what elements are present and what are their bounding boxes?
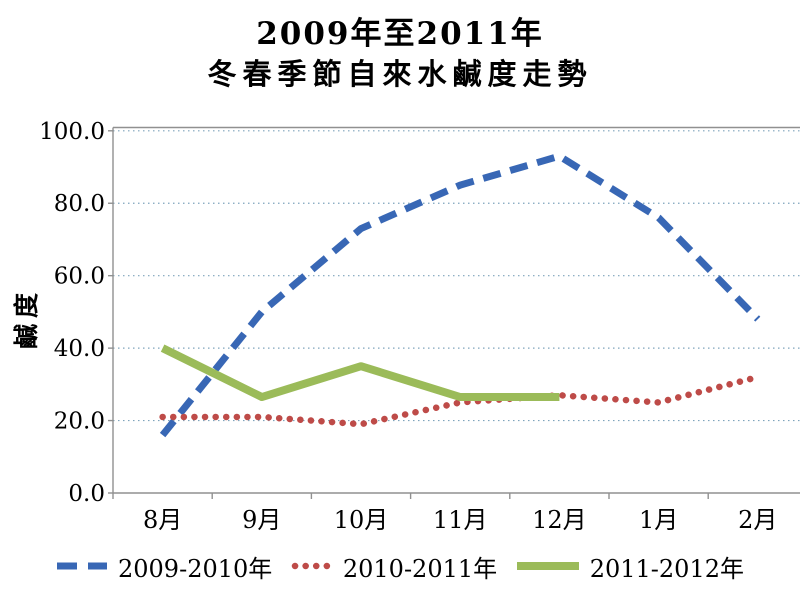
legend-item-2009-2010: 2009-2010年 [56, 549, 272, 584]
x-tick-label: 2月 [738, 506, 777, 534]
chart-title-line1: 2009年至2011年 [256, 16, 544, 52]
x-tick-label: 11月 [433, 506, 488, 534]
y-tick-label: 0.0 [68, 481, 105, 507]
series-line-2009-2010 [159, 152, 761, 438]
y-tick-label: 60.0 [54, 264, 105, 290]
legend-marker-dashed-line-icon [57, 562, 107, 570]
x-tick-label: 10月 [334, 506, 389, 534]
chart-title-line2: 冬春季節自來水鹹度走勢 [207, 57, 593, 91]
legend-marker-solid-line-icon [516, 562, 579, 570]
chart-legend: 2009-2010年 2010-2011年 2011-2012年 [0, 546, 800, 586]
legend-label-2009-2010: 2009-2010年 [118, 554, 273, 583]
y-tick-label: 80.0 [54, 191, 105, 217]
x-tick-label: 9月 [242, 506, 281, 534]
series-line-2011-2012 [160, 344, 560, 402]
chart-title: 2009年至2011年 冬春季節自來水鹹度走勢 [0, 14, 800, 94]
x-tick-label: 8月 [143, 506, 182, 534]
series-line-2010-2011 [159, 373, 762, 428]
x-tick-label: 1月 [639, 506, 678, 534]
y-tick-label: 100.0 [39, 119, 105, 145]
legend-label-2011-2012: 2011-2012年 [589, 554, 744, 583]
legend-item-2011-2012: 2011-2012年 [516, 549, 744, 584]
y-tick-label: 20.0 [54, 409, 105, 435]
legend-label-2010-2011: 2010-2011年 [342, 554, 498, 583]
legend-marker-dotted-line-icon [291, 562, 333, 570]
x-tick-label: 12月 [532, 506, 587, 534]
legend-item-2010-2011: 2010-2011年 [291, 549, 497, 584]
y-tick-label: 40.0 [54, 336, 105, 362]
